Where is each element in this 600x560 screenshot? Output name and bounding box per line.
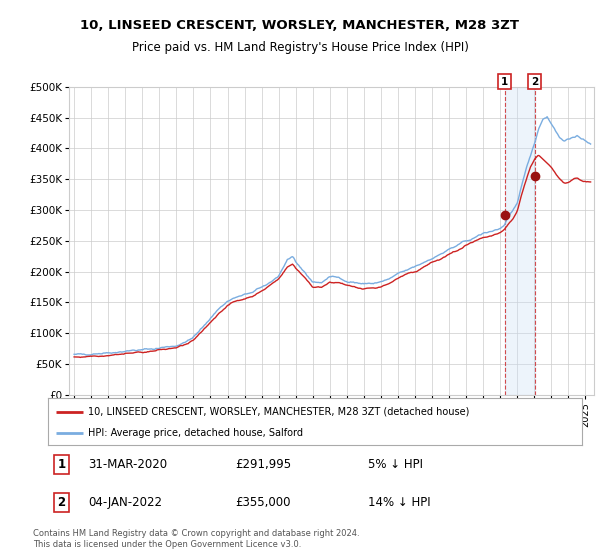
Text: Contains HM Land Registry data © Crown copyright and database right 2024.
This d: Contains HM Land Registry data © Crown c… [33,529,359,549]
Text: £355,000: £355,000 [235,496,290,509]
Text: 14% ↓ HPI: 14% ↓ HPI [368,496,431,509]
Text: £291,995: £291,995 [235,458,291,471]
Text: 04-JAN-2022: 04-JAN-2022 [88,496,162,509]
Bar [505,87,535,395]
Text: HPI: Average price, detached house, Salford: HPI: Average price, detached house, Salf… [88,428,303,438]
Text: 10, LINSEED CRESCENT, WORSLEY, MANCHESTER, M28 3ZT (detached house): 10, LINSEED CRESCENT, WORSLEY, MANCHESTE… [88,407,469,417]
Text: 2: 2 [57,496,65,509]
Text: 31-MAR-2020: 31-MAR-2020 [88,458,167,471]
Text: 2: 2 [531,77,538,87]
Text: 1: 1 [57,458,65,471]
Text: 5% ↓ HPI: 5% ↓ HPI [368,458,424,471]
Text: Price paid vs. HM Land Registry's House Price Index (HPI): Price paid vs. HM Land Registry's House … [131,41,469,54]
Text: 1: 1 [501,77,508,87]
Text: 10, LINSEED CRESCENT, WORSLEY, MANCHESTER, M28 3ZT: 10, LINSEED CRESCENT, WORSLEY, MANCHESTE… [80,18,520,32]
